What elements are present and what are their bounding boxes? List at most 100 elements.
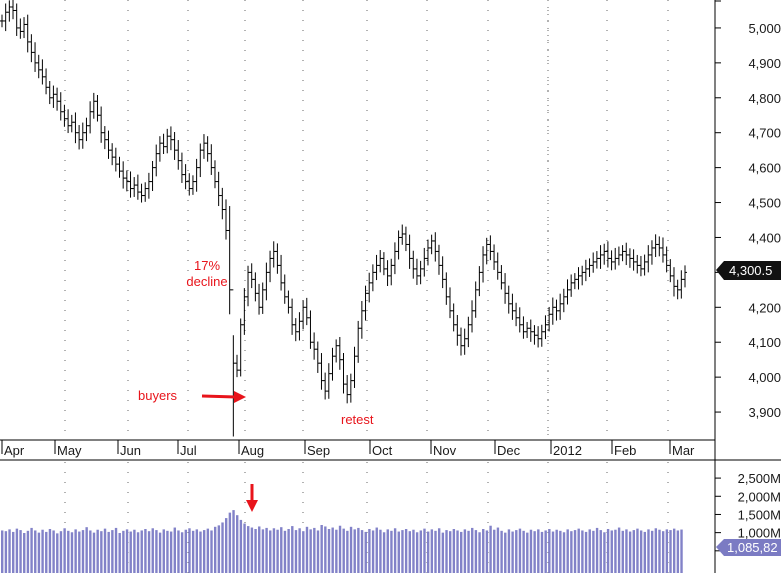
price-bar (499, 265, 504, 290)
price-bar (668, 259, 673, 283)
price-bar (642, 254, 647, 276)
volume-bar (210, 530, 213, 573)
month-label: Oct (372, 443, 393, 458)
last-price-tag: 4,300.5 (716, 261, 781, 280)
volume-bar (368, 529, 371, 573)
price-bar (168, 126, 173, 151)
price-bar (616, 246, 621, 266)
volume-bar (74, 529, 77, 573)
price-bar (143, 182, 148, 202)
volume-bar (1, 530, 4, 573)
volume-bar (122, 530, 125, 573)
price-bar (554, 299, 559, 321)
volume-bar (265, 527, 268, 573)
volume-bar (324, 526, 327, 573)
price-bar (77, 125, 82, 150)
volume-bar (140, 530, 143, 573)
volume-bar (665, 529, 669, 573)
decline-word-label: decline (186, 274, 227, 289)
volume-bar (599, 530, 602, 573)
price-bar (198, 143, 203, 178)
price-bar (257, 283, 262, 315)
volume-tick-label: 1,000M (738, 526, 781, 541)
price-bar (106, 130, 111, 159)
volume-bar (191, 530, 195, 573)
volume-bar (144, 529, 147, 573)
volume-bar (526, 532, 529, 573)
price-axis: 3,9004,0004,1004,2004,3004,4004,5004,600… (715, 0, 781, 420)
volume-bar (236, 515, 239, 573)
volume-bar (114, 527, 118, 573)
volume-bar (401, 530, 404, 573)
price-bar (271, 241, 276, 268)
price-bar (591, 252, 596, 273)
volume-bar (258, 526, 261, 573)
volume-bar (628, 531, 632, 573)
month-label: Aug (241, 443, 264, 458)
volume-bar (504, 532, 507, 573)
price-bar (249, 263, 254, 289)
price-bar (425, 239, 430, 266)
price-bar (609, 250, 614, 271)
volume-bar (85, 527, 88, 573)
price-bar (14, 3, 19, 36)
volume-bar (155, 530, 158, 573)
price-bar (653, 234, 658, 258)
volume-bar (59, 531, 63, 573)
volume-bar (133, 529, 136, 573)
price-bar (433, 232, 438, 262)
price-bar (319, 353, 324, 390)
volume-bar (643, 531, 647, 573)
month-label: 2012 (553, 443, 582, 458)
price-bar (378, 250, 383, 273)
buyers-label: buyers (138, 388, 178, 403)
month-label: Mar (672, 443, 695, 458)
price-bar (576, 267, 581, 290)
volume-bar (603, 532, 606, 573)
price-bar (286, 290, 291, 314)
last-volume-value: 1,085,82 (727, 540, 778, 555)
volume-bar (511, 531, 514, 573)
price-bar (374, 254, 379, 281)
vertical-gridlines (64, 0, 669, 573)
price-bar (139, 183, 144, 203)
price-bar (605, 241, 610, 268)
price-bar (102, 126, 107, 150)
price-bar (135, 174, 140, 200)
price-bar (392, 242, 397, 275)
volume-bar (463, 529, 467, 573)
price-bar (528, 319, 533, 342)
volume-bar (584, 531, 588, 573)
volume-bar (566, 529, 569, 573)
volume-bar (125, 529, 129, 573)
volume-bar (151, 528, 154, 573)
price-bar (113, 147, 118, 172)
price-bar (128, 171, 133, 198)
volume-bar (544, 530, 547, 573)
volume-bar (309, 529, 312, 573)
buyers-annotation: buyers (138, 388, 246, 403)
price-bar (671, 267, 676, 297)
volume-bar (103, 528, 107, 573)
decline-percent-label: 17% (194, 258, 220, 273)
volume-bar (188, 528, 191, 573)
price-bar (154, 144, 159, 177)
price-bar (635, 254, 640, 274)
price-bar (539, 324, 544, 347)
price-bar (613, 247, 618, 270)
month-label: Apr (4, 443, 25, 458)
volume-bar (298, 528, 301, 573)
price-bar (422, 247, 427, 277)
price-bar (91, 92, 96, 119)
price-bar (209, 144, 214, 175)
volume-bar (555, 529, 558, 573)
price-tick-label: 4,800 (748, 91, 781, 106)
volume-bar (489, 525, 492, 573)
month-label: Dec (497, 443, 521, 458)
volume-bar (559, 530, 562, 573)
price-bar (62, 104, 67, 127)
volume-bar (70, 532, 74, 573)
volume-bar (30, 527, 33, 573)
